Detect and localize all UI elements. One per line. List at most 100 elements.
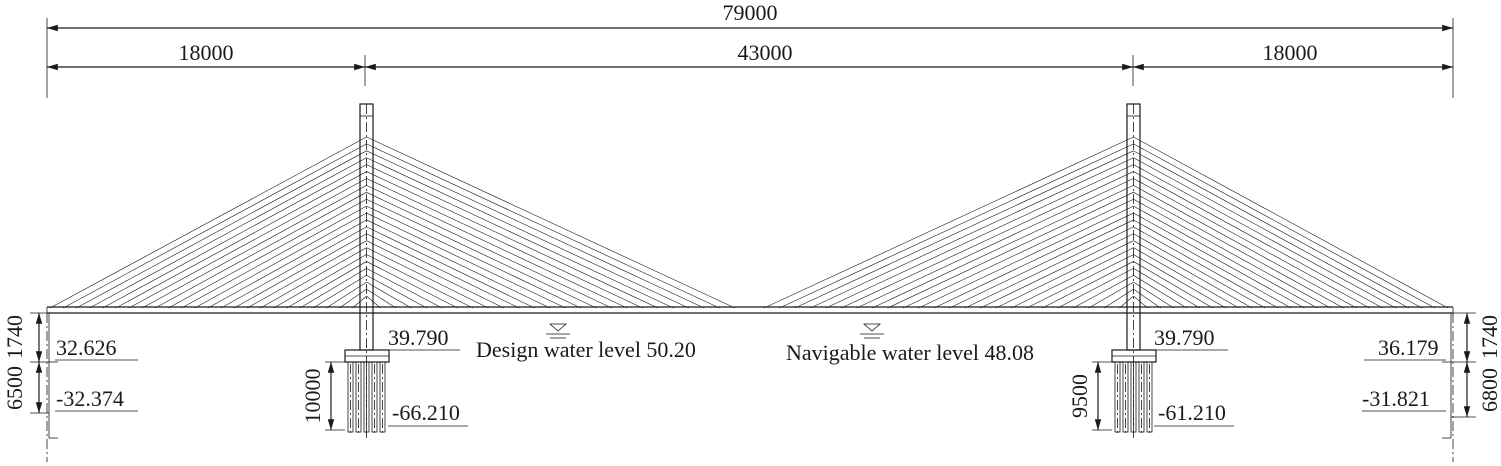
stay-cable xyxy=(1133,178,1370,309)
stay-cable xyxy=(181,205,367,309)
stay-cable xyxy=(1133,219,1292,309)
right-pier-dim-upper: 1740 xyxy=(1477,315,1501,359)
stay-cable xyxy=(1011,247,1134,309)
left-tower-elev-cap: 39.790 xyxy=(388,325,449,350)
stay-cable xyxy=(155,192,367,309)
left-tower-pile-length: 10000 xyxy=(300,369,325,424)
stay-cable xyxy=(1057,268,1134,309)
stay-cable xyxy=(1133,254,1227,309)
left-pier-elev-bottom: -32.374 xyxy=(56,386,124,411)
stay-cable xyxy=(366,185,628,309)
right-pier: 1740 6800 36.179 -31.821 xyxy=(1362,312,1501,462)
stay-cable xyxy=(339,288,367,309)
stay-cable xyxy=(841,171,1134,309)
stay-cable xyxy=(1133,150,1423,309)
stay-cable xyxy=(115,171,367,309)
stay-cable xyxy=(918,205,1134,309)
stay-cable xyxy=(1133,247,1240,309)
stay-cable xyxy=(366,205,581,309)
stay-cable xyxy=(964,226,1134,309)
stay-cable xyxy=(1133,136,1449,309)
stay-cable xyxy=(995,240,1134,309)
dim-main-span: 43000 xyxy=(738,40,793,65)
dim-left-side-span: 18000 xyxy=(179,40,234,65)
stay-cable xyxy=(312,275,367,309)
stay-cable xyxy=(1133,240,1253,309)
stay-cable xyxy=(366,143,720,309)
stay-cable xyxy=(247,240,367,309)
left-pier: 1740 6500 32.626 -32.374 xyxy=(2,312,138,462)
stay-cable xyxy=(1133,233,1266,309)
stay-cable xyxy=(366,240,504,309)
stay-cable xyxy=(763,136,1134,309)
stay-cable xyxy=(366,171,659,309)
stay-cable xyxy=(366,178,643,309)
right-pier-dim-lower: 6800 xyxy=(1477,368,1501,412)
right-tower-pile-length: 9500 xyxy=(1067,374,1092,418)
stay-cable xyxy=(366,164,674,309)
stay-cable xyxy=(902,198,1134,309)
stay-cable xyxy=(366,233,520,309)
stay-cable xyxy=(1133,185,1357,309)
right-tower-pile-group xyxy=(1114,361,1153,434)
stay-cable xyxy=(207,219,367,309)
stay-cable xyxy=(1088,281,1134,309)
bridge-deck xyxy=(46,306,1454,314)
stay-cable xyxy=(1133,171,1383,309)
stay-cable xyxy=(366,247,489,309)
span-dimensions: 18000 43000 18000 xyxy=(47,40,1453,86)
design-water-level: Design water level 50.20 xyxy=(476,323,696,362)
stay-cable xyxy=(89,157,367,309)
dim-right-side-span: 18000 xyxy=(1263,40,1318,65)
stay-cable xyxy=(1133,261,1213,309)
stay-cable xyxy=(1133,192,1344,309)
stay-cable xyxy=(220,226,367,309)
stay-cable xyxy=(273,254,367,309)
stay-cable xyxy=(233,233,367,309)
stay-cable xyxy=(366,150,705,309)
stay-cable xyxy=(1133,275,1187,309)
stay-cable xyxy=(366,212,566,309)
stay-cable xyxy=(1133,288,1161,309)
stay-cables-left-tower xyxy=(49,136,736,309)
right-pier-elev-bottom: -31.821 xyxy=(1362,386,1430,411)
stay-cable xyxy=(887,192,1134,309)
stay-cable xyxy=(194,212,367,309)
left-tower-elev-pile-tip: -66.210 xyxy=(392,400,460,425)
stay-cable xyxy=(1072,274,1134,309)
stay-cable xyxy=(1133,164,1396,309)
stay-cable xyxy=(63,143,367,309)
stay-cable xyxy=(825,164,1134,309)
dim-total: 79000 xyxy=(723,0,778,25)
left-pier-elev-top: 32.626 xyxy=(56,335,117,360)
stay-cable xyxy=(366,281,412,309)
stay-cable xyxy=(1026,254,1134,309)
stay-cable xyxy=(49,136,367,309)
stay-cable xyxy=(168,198,367,309)
stay-cable xyxy=(366,157,689,309)
stay-cable xyxy=(366,136,736,309)
stay-cable xyxy=(366,261,458,309)
design-water-level-label: Design water level 50.20 xyxy=(476,337,696,362)
stay-cable xyxy=(980,233,1134,309)
stay-cable xyxy=(1133,143,1436,309)
stay-cable xyxy=(1133,212,1305,309)
stay-cable xyxy=(1133,198,1331,309)
stay-cable xyxy=(856,178,1134,309)
stay-cable xyxy=(949,219,1134,309)
stay-cable xyxy=(366,254,474,309)
stay-cable xyxy=(933,212,1134,309)
stay-cable xyxy=(366,274,427,309)
stay-cable xyxy=(128,178,367,309)
stay-cable xyxy=(872,185,1134,309)
stay-cable xyxy=(141,185,367,309)
stay-cables-right-tower xyxy=(763,136,1449,309)
stay-cable xyxy=(810,157,1134,309)
stay-cable xyxy=(299,268,367,309)
stay-cable xyxy=(366,198,597,309)
stay-cable xyxy=(794,150,1134,309)
stay-cable xyxy=(1133,157,1409,309)
stay-cable xyxy=(366,268,443,309)
stay-cable xyxy=(1133,226,1279,309)
overall-dimension: 79000 xyxy=(46,0,1454,98)
